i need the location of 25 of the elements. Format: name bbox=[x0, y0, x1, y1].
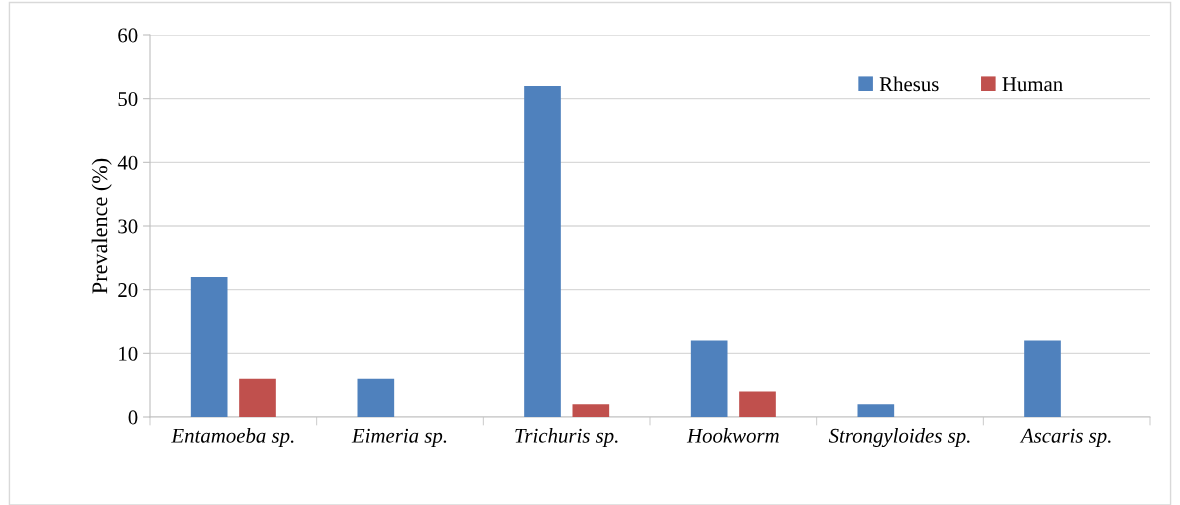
bar bbox=[239, 378, 276, 417]
x-tick-label: Hookworm bbox=[686, 428, 779, 443]
bar bbox=[190, 276, 228, 417]
bar bbox=[739, 391, 776, 417]
bar bbox=[1024, 340, 1061, 417]
x-tick-label: Trichuris sp. bbox=[515, 428, 618, 447]
bar bbox=[357, 378, 395, 417]
bar bbox=[857, 404, 895, 417]
x-tick-label: Ascaris sp. bbox=[1019, 428, 1111, 447]
x-tick-label: Entamoeba sp. bbox=[171, 428, 294, 447]
x-tick-label: Strongyloides sp. bbox=[828, 428, 970, 448]
bar bbox=[524, 85, 561, 417]
y-tick-label: 10 bbox=[119, 346, 138, 361]
y-tick-label: 50 bbox=[118, 92, 138, 107]
legend-label: Human bbox=[1002, 77, 1063, 92]
bar bbox=[690, 340, 728, 417]
y-tick-label: 40 bbox=[117, 155, 138, 170]
bar bbox=[572, 404, 610, 417]
y-axis-title: Prevalence (%) bbox=[91, 158, 112, 294]
y-tick-label: 20 bbox=[118, 283, 138, 298]
y-tick-label: 60 bbox=[118, 28, 138, 43]
x-tick-label: Eimeria sp. bbox=[351, 428, 447, 447]
y-tick-label: 0 bbox=[128, 410, 138, 425]
legend-label: Rhesus bbox=[879, 76, 939, 92]
y-tick-label: 30 bbox=[118, 219, 138, 234]
